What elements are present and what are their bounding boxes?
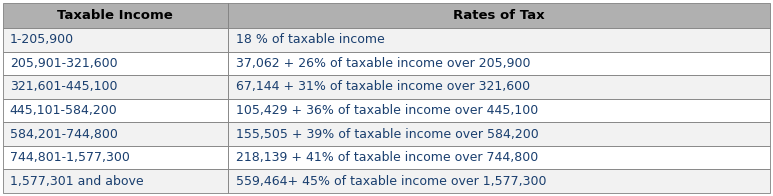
Bar — [228, 99, 770, 122]
Bar — [228, 75, 770, 99]
Text: 105,429 + 36% of taxable income over 445,100: 105,429 + 36% of taxable income over 445… — [236, 104, 538, 117]
Text: 155,505 + 39% of taxable income over 584,200: 155,505 + 39% of taxable income over 584… — [236, 128, 539, 141]
Text: 445,101-584,200: 445,101-584,200 — [10, 104, 117, 117]
Text: Rates of Tax: Rates of Tax — [453, 9, 545, 22]
Bar — [3, 75, 228, 99]
Bar — [228, 52, 770, 75]
Text: 218,139 + 41% of taxable income over 744,800: 218,139 + 41% of taxable income over 744… — [236, 151, 538, 164]
Bar — [228, 3, 770, 28]
Bar — [228, 146, 770, 169]
Text: 1,577,301 and above: 1,577,301 and above — [10, 175, 143, 188]
Bar — [228, 122, 770, 146]
Bar — [3, 28, 228, 52]
Bar — [228, 28, 770, 52]
Bar — [3, 52, 228, 75]
Text: 584,201-744,800: 584,201-744,800 — [10, 128, 117, 141]
Text: 205,901-321,600: 205,901-321,600 — [10, 57, 117, 70]
Text: Taxable Income: Taxable Income — [57, 9, 173, 22]
Text: 1-205,900: 1-205,900 — [10, 33, 74, 46]
Text: 67,144 + 31% of taxable income over 321,600: 67,144 + 31% of taxable income over 321,… — [236, 80, 530, 93]
Bar — [3, 169, 228, 193]
Bar — [3, 122, 228, 146]
Bar — [228, 169, 770, 193]
Bar — [3, 3, 228, 28]
Text: 744,801-1,577,300: 744,801-1,577,300 — [10, 151, 130, 164]
Text: 321,601-445,100: 321,601-445,100 — [10, 80, 117, 93]
Text: 37,062 + 26% of taxable income over 205,900: 37,062 + 26% of taxable income over 205,… — [236, 57, 530, 70]
Bar — [3, 99, 228, 122]
Text: 18 % of taxable income: 18 % of taxable income — [236, 33, 385, 46]
Bar — [3, 146, 228, 169]
Text: 559,464+ 45% of taxable income over 1,577,300: 559,464+ 45% of taxable income over 1,57… — [236, 175, 547, 188]
